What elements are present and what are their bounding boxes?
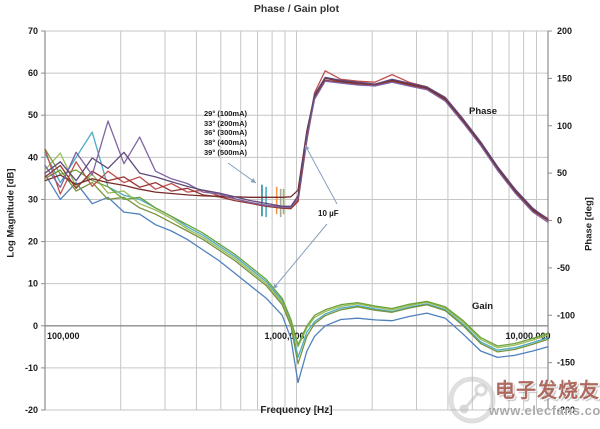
series-phase_500mA <box>44 76 549 221</box>
series-gain_300mA <box>44 152 549 349</box>
left-tick-label: 50 <box>28 110 38 120</box>
right-tick-label: 0 <box>557 216 562 226</box>
arrow-cap-to-phase <box>304 144 338 205</box>
left-tick-label: 0 <box>33 321 38 331</box>
chart-title: Phase / Gain plot <box>253 3 340 15</box>
right-axis-title: Phase [deg] <box>583 197 595 251</box>
arrow-cap-to-gain <box>272 223 328 290</box>
series-phase_400mA <box>44 80 549 224</box>
capacitor-annotation: 10 µF <box>318 209 339 218</box>
phase-curve-label: Phase <box>469 106 497 117</box>
legend-line-3: 36° (300mA) <box>204 128 248 138</box>
right-tick-label: -150 <box>557 358 575 368</box>
x-tick-label: 1,000,000 <box>264 331 304 341</box>
legend-line-1: 29° (100mA) <box>204 109 248 118</box>
right-tick-label: -50 <box>557 263 570 273</box>
right-tick-label: -200 <box>557 405 575 415</box>
x-axis-title: Frequency [Hz] <box>260 405 333 416</box>
right-tick-label: 100 <box>557 121 572 131</box>
legend-line-2: 33° (200mA) <box>204 118 248 128</box>
series-legend: 29° (100mA) 33° (200mA) 36° (300mA) 38° … <box>204 109 247 158</box>
series-gain_500mA <box>44 148 549 347</box>
left-tick-label: 70 <box>28 26 38 36</box>
right-tick-label: 200 <box>557 26 572 36</box>
right-tick-label: 150 <box>557 73 572 83</box>
x-tick-label: 10,000,000 <box>505 331 550 341</box>
gain-curve-label: Gain <box>472 301 494 312</box>
arrow-legend-to-curves <box>227 162 257 184</box>
left-tick-label: -20 <box>25 405 38 415</box>
left-tick-label: 30 <box>28 194 38 204</box>
series-phase_300mA <box>44 77 549 221</box>
right-tick-label: 50 <box>557 168 567 178</box>
legend-line-5: 39° (500mA) <box>204 147 248 157</box>
x-tick-label: 100,000 <box>47 331 80 341</box>
series-gain_400mA <box>44 169 549 365</box>
left-tick-label: 60 <box>28 68 38 78</box>
left-tick-label: 10 <box>28 279 38 289</box>
left-axis-title: Log Magnitude [dB] <box>5 168 17 258</box>
left-tick-label: 20 <box>28 237 38 247</box>
legend-line-4: 38° (400mA) <box>204 138 248 148</box>
left-tick-label: 40 <box>28 152 38 162</box>
left-tick-label: -10 <box>25 363 38 373</box>
right-tick-label: -100 <box>557 310 575 320</box>
series-gain_100mA <box>44 173 549 384</box>
